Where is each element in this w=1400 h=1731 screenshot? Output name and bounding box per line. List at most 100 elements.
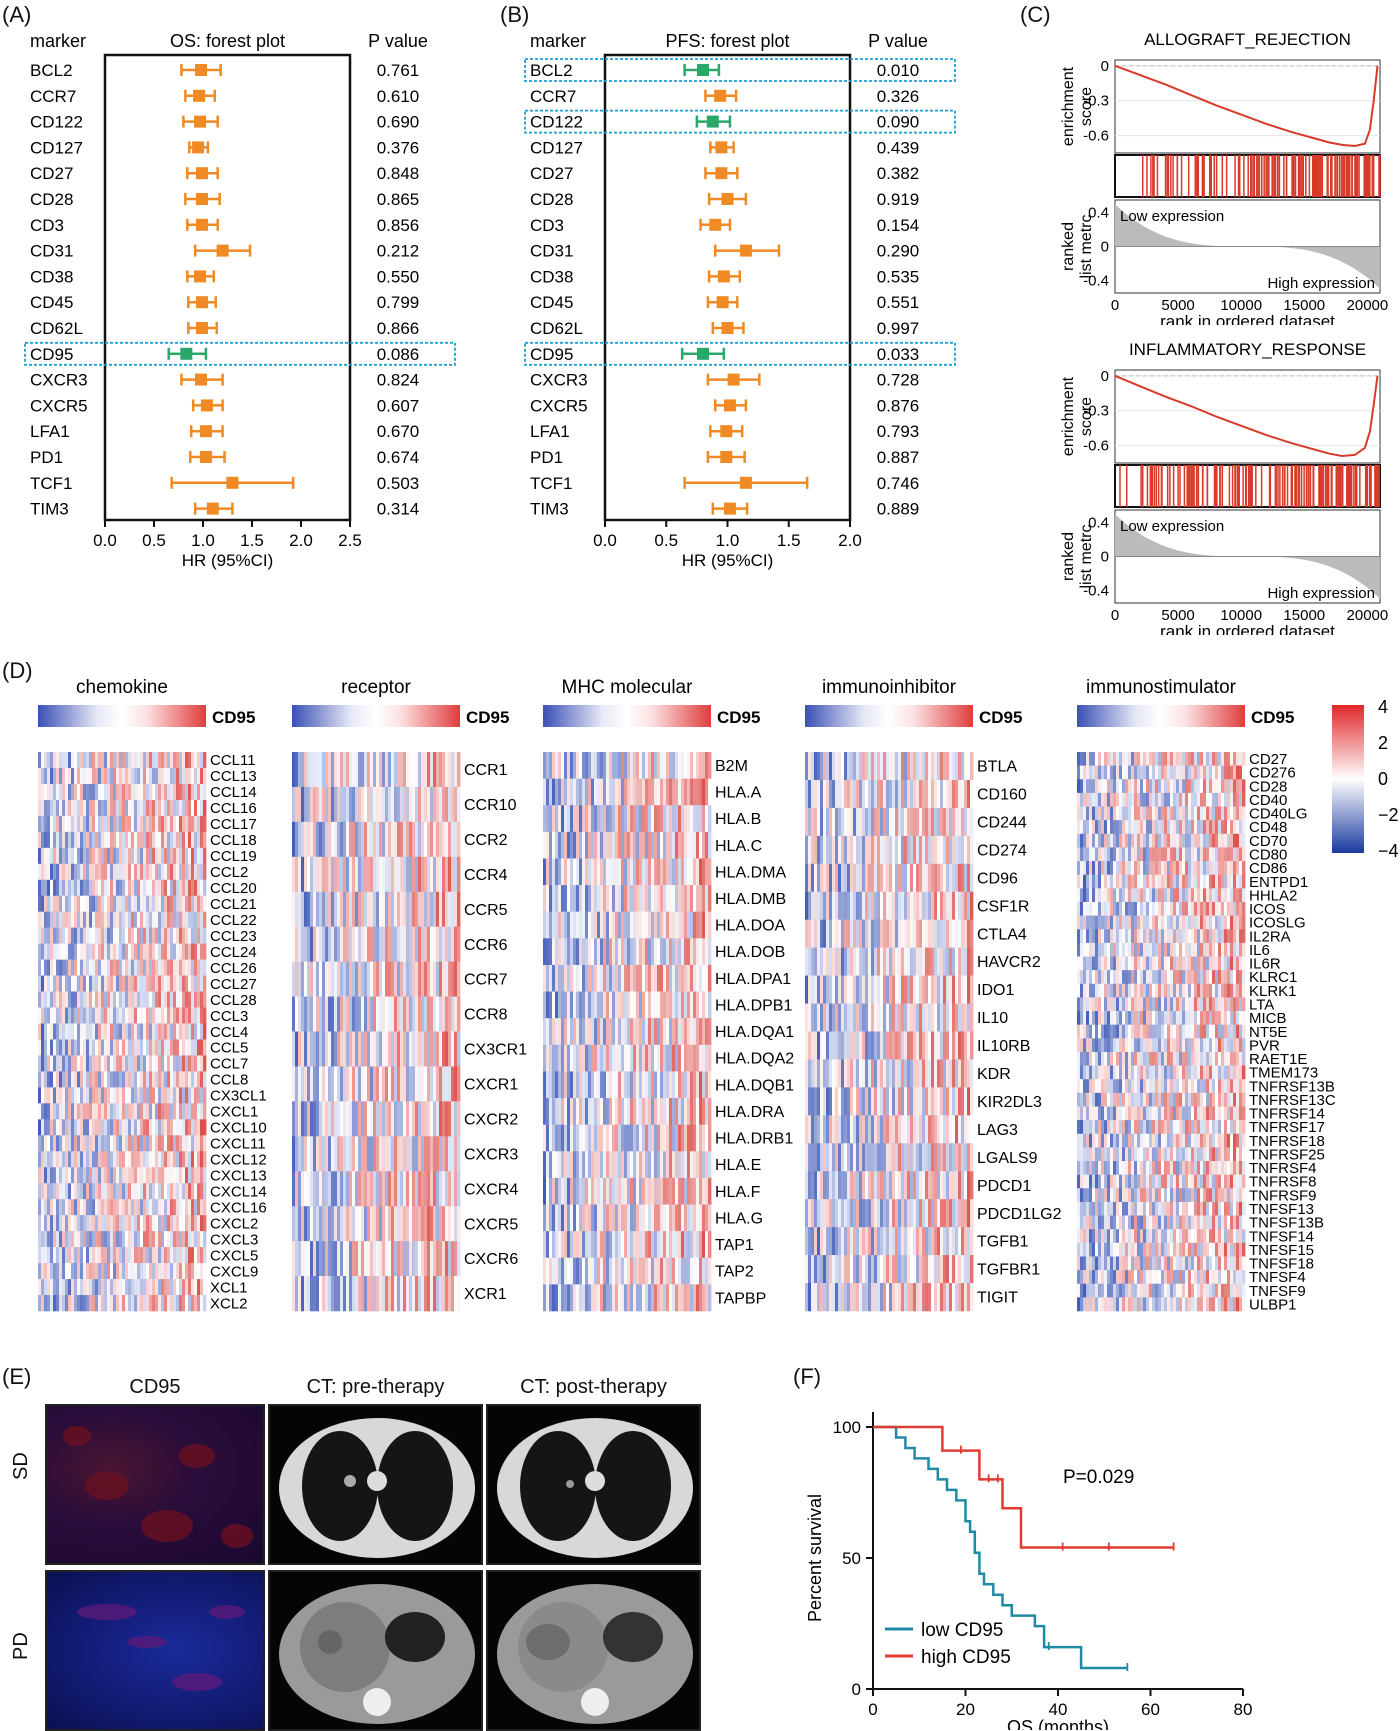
- heatmap-cell: [194, 1087, 197, 1103]
- heatmap-cell: [295, 857, 298, 892]
- heatmap-cell: [131, 1199, 134, 1215]
- heatmap-cell: [319, 1276, 322, 1311]
- heatmap-cell: [823, 864, 826, 892]
- heatmap-cell: [669, 1284, 672, 1311]
- heatmap-cell: [104, 816, 107, 832]
- heatmap-cell: [152, 1199, 155, 1215]
- heatmap-cell: [331, 1171, 334, 1206]
- heatmap-cell: [382, 1066, 385, 1101]
- heatmap-cell: [191, 896, 194, 912]
- heatmap-cell: [173, 1183, 176, 1199]
- heatmap-cell: [910, 836, 913, 864]
- heatmap-cell: [829, 836, 832, 864]
- heatmap-cell: [600, 1045, 603, 1072]
- heatmap-cell: [376, 1032, 379, 1067]
- heatmap-cell: [603, 1231, 606, 1258]
- heatmap-cell: [919, 808, 922, 836]
- heatmap-cell: [567, 1071, 570, 1098]
- heatmap-cell: [675, 938, 678, 965]
- heatmap-cell: [546, 1231, 549, 1258]
- heatmap-cell: [558, 858, 561, 885]
- heatmap-cell: [558, 805, 561, 832]
- x-axis-label: HR (95%CI): [682, 551, 774, 570]
- heatmap-cell: [970, 780, 973, 808]
- heatmap-cell: [188, 864, 191, 880]
- heatmap-cell: [176, 1295, 179, 1311]
- heatmap-cell: [334, 962, 337, 997]
- heatmap-cell: [675, 992, 678, 1019]
- heatmap-cell: [618, 1151, 621, 1178]
- heatmap-cell: [639, 885, 642, 912]
- heatmap-cell: [678, 1151, 681, 1178]
- heatmap-cell: [693, 1205, 696, 1232]
- heatmap-cell: [310, 1101, 313, 1136]
- x-tick-label: 0.0: [593, 531, 617, 550]
- heatmap-cell: [415, 1171, 418, 1206]
- heatmap-cell: [98, 1279, 101, 1295]
- heatmap-cell: [624, 1098, 627, 1125]
- heatmap-cell: [74, 816, 77, 832]
- heatmap-cell: [573, 1231, 576, 1258]
- heatmap-cell: [376, 1276, 379, 1311]
- heatmap-cell: [68, 768, 71, 784]
- heatmap-cell: [364, 822, 367, 857]
- heatmap-cell: [624, 805, 627, 832]
- heatmap-cell: [307, 1276, 310, 1311]
- heatmap-cell: [373, 1066, 376, 1101]
- heatmap-cell: [651, 1045, 654, 1072]
- heatmap-cell: [95, 1135, 98, 1151]
- heatmap-cell: [808, 808, 811, 836]
- heatmap-cell: [194, 1215, 197, 1231]
- heatmap-cell: [47, 1247, 50, 1263]
- heatmap-cell: [630, 779, 633, 806]
- heatmap-cell: [134, 1039, 137, 1055]
- heatmap-cell: [424, 927, 427, 962]
- heatmap-cell: [388, 962, 391, 997]
- heatmap-cell: [439, 1101, 442, 1136]
- heatmap-cell: [301, 1032, 304, 1067]
- heatmap-cell: [427, 787, 430, 822]
- heatmap-cell: [140, 1231, 143, 1247]
- heatmap-cell: [161, 960, 164, 976]
- heatmap-cell: [618, 1178, 621, 1205]
- heatmap-cell: [197, 1215, 200, 1231]
- heatmap-cell: [636, 1098, 639, 1125]
- heatmap-cell: [56, 1215, 59, 1231]
- heatmap-cell: [65, 800, 68, 816]
- heatmap-cell: [122, 816, 125, 832]
- heatmap-cell: [161, 1247, 164, 1263]
- heatmap-cell: [155, 1071, 158, 1087]
- heatmap-cell: [808, 752, 811, 780]
- heatmap-cell: [161, 832, 164, 848]
- heatmap-cell: [53, 1151, 56, 1167]
- heatmap-cell: [74, 880, 77, 896]
- heatmap-cell: [110, 928, 113, 944]
- heatmap-cell: [38, 1024, 41, 1040]
- heatmap-cell: [427, 997, 430, 1032]
- heatmap-cell: [690, 1284, 693, 1311]
- heatmap-cell: [41, 1135, 44, 1151]
- heatmap-cell: [687, 1258, 690, 1285]
- heatmap-cell: [418, 822, 421, 857]
- heatmap-cell: [59, 1231, 62, 1247]
- heatmap-cell: [585, 912, 588, 939]
- heatmap-cell: [107, 800, 110, 816]
- heatmap-cell: [606, 832, 609, 859]
- p-value: 0.799: [377, 293, 420, 312]
- heatmap-cell: [173, 1199, 176, 1215]
- heatmap-cell: [696, 752, 699, 779]
- heatmap-cell: [110, 992, 113, 1008]
- heatmap-cell: [415, 1136, 418, 1171]
- heatmap-cell: [696, 1205, 699, 1232]
- heatmap-cell: [197, 1119, 200, 1135]
- heatmap-cell: [170, 848, 173, 864]
- heatmap-cell: [92, 1199, 95, 1215]
- heatmap-cell: [173, 880, 176, 896]
- heatmap-cell: [125, 816, 128, 832]
- heatmap-cell: [636, 1178, 639, 1205]
- heatmap-cell: [609, 1231, 612, 1258]
- heatmap-cell: [173, 1055, 176, 1071]
- heatmap-cell: [173, 784, 176, 800]
- heatmap-cell: [615, 1125, 618, 1152]
- heatmap-cell: [642, 885, 645, 912]
